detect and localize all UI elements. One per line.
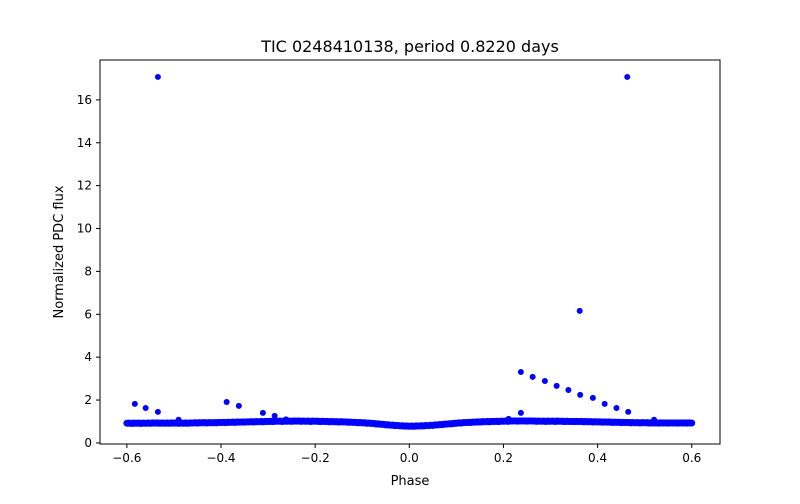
outlier-point	[505, 415, 512, 422]
outlier-point	[517, 409, 524, 416]
y-tick-label: 8	[84, 264, 92, 278]
x-tick-label: 0.6	[682, 451, 701, 465]
y-tick-label: 10	[77, 222, 92, 236]
outlier-point	[235, 402, 242, 409]
data-points	[123, 73, 696, 430]
outlier-point	[175, 416, 182, 423]
outlier-point	[259, 409, 266, 416]
outlier-point	[154, 408, 161, 415]
outlier-point	[271, 412, 278, 419]
x-axis-ticks: −0.6 −0.4 −0.2 0.0 0.2 0.4 0.6	[112, 444, 701, 465]
x-tick-label: −0.6	[112, 451, 141, 465]
outlier-point	[613, 404, 620, 411]
outlier-point	[624, 73, 631, 80]
outlier-point	[625, 408, 632, 415]
y-axis-label: Normalized PDC flux	[52, 185, 67, 318]
x-tick-label: 0.0	[400, 451, 419, 465]
outlier-point	[529, 373, 536, 380]
y-tick-label: 16	[77, 93, 92, 107]
outlier-point	[651, 416, 658, 423]
y-tick-label: 14	[77, 136, 92, 150]
outlier-point	[282, 416, 289, 423]
y-tick-label: 6	[84, 307, 92, 321]
outlier-point	[577, 391, 584, 398]
y-tick-label: 4	[84, 350, 92, 364]
x-tick-label: 0.4	[588, 451, 607, 465]
outlier-point	[517, 368, 524, 375]
outlier-point	[223, 398, 230, 405]
y-tick-label: 2	[84, 393, 92, 407]
y-tick-label: 12	[77, 179, 92, 193]
data-point	[688, 419, 695, 427]
outlier-point	[154, 73, 161, 80]
outlier-point	[553, 382, 560, 389]
y-axis-ticks: 0 2 4 6 8 10 12 14 16	[77, 93, 100, 450]
x-tick-label: −0.4	[206, 451, 235, 465]
x-tick-label: 0.2	[494, 451, 513, 465]
outlier-point	[131, 400, 138, 407]
outlier-point	[541, 377, 548, 384]
outlier-point	[589, 394, 596, 401]
chart-title: TIC 0248410138, period 0.8220 days	[260, 37, 559, 56]
x-axis-label: Phase	[391, 474, 430, 489]
outlier-point	[565, 386, 572, 393]
plot-frame	[99, 59, 721, 445]
outlier-point	[142, 404, 149, 411]
outlier-point	[576, 307, 583, 314]
y-tick-label: 0	[84, 436, 92, 450]
outlier-point	[601, 400, 608, 407]
x-tick-label: −0.2	[301, 451, 330, 465]
